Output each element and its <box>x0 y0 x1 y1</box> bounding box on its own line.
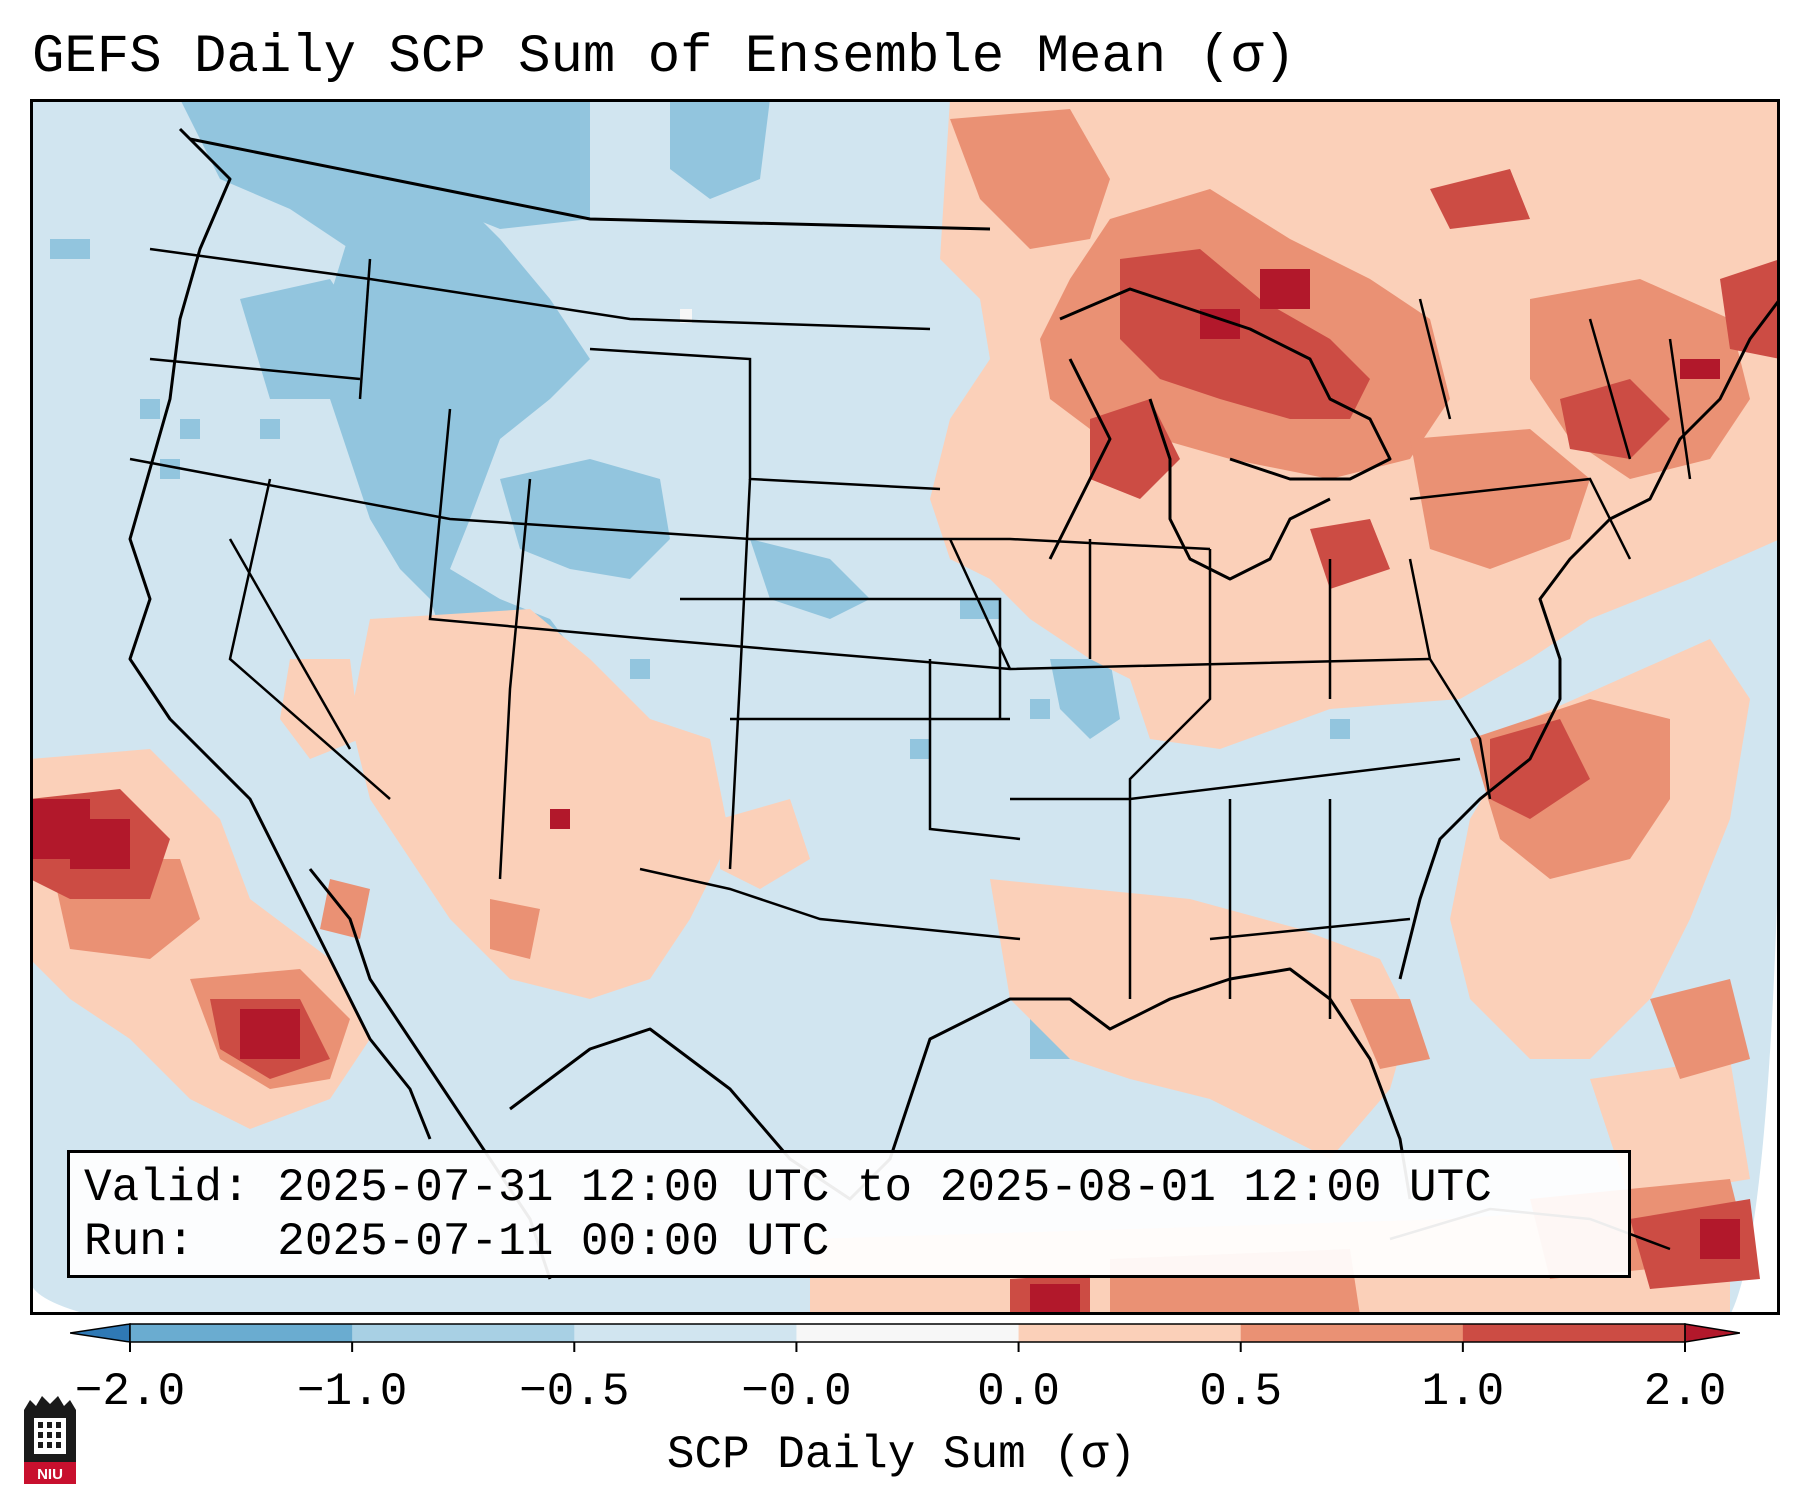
colorbar-segment <box>1462 1324 1686 1342</box>
colorbar-frame <box>129 1323 1686 1343</box>
map-panel <box>30 99 1780 1315</box>
logo-text: NIU <box>37 1466 63 1483</box>
valid-time-range: 2025-07-31 12:00 UTC to 2025-08-01 12:00… <box>277 1162 1492 1214</box>
negative-anomaly-region <box>180 99 1120 739</box>
valid-label: Valid: <box>84 1162 250 1214</box>
valid-run-info-box: Valid: 2025-07-31 12:00 UTC to 2025-08-0… <box>67 1150 1631 1278</box>
state-borders <box>129 247 1692 1019</box>
colorbar-tick-label: 0.0 <box>977 1366 1060 1418</box>
coastlines <box>128 127 1780 1280</box>
colorbar-tick-label: −0.0 <box>741 1366 851 1418</box>
run-time: 2025-07-11 00:00 UTC <box>277 1216 830 1268</box>
colorbar-segment <box>1018 1324 1242 1342</box>
colorbar-segment <box>1240 1324 1464 1342</box>
neutral-pixel <box>680 309 692 323</box>
colorbar-segment <box>130 1324 353 1342</box>
colorbar-segment <box>796 1324 1020 1342</box>
colorbar-tick-label: 2.0 <box>1644 1366 1727 1418</box>
chart-title: GEFS Daily SCP Sum of Ensemble Mean (σ) <box>32 27 1296 88</box>
colorbar-extend-max <box>1684 1323 1740 1343</box>
colorbar-label: SCP Daily Sum (σ) <box>666 1429 1137 1481</box>
colorbar: −2.0 −1.0 −0.5 −0.0 0.0 0.5 1.0 2.0 <box>70 1323 1740 1418</box>
map-frame <box>30 99 1780 1315</box>
colorbar-segment <box>574 1324 797 1342</box>
run-label: Run: <box>84 1216 195 1268</box>
colorbar-extend-min <box>70 1323 131 1343</box>
colorbar-segment <box>352 1324 575 1342</box>
niu-university-logo-icon: NIU <box>24 1396 76 1484</box>
us-canada-border <box>189 137 991 231</box>
colorbar-tick-label: −0.5 <box>519 1366 629 1418</box>
positive-anomaly-deep <box>30 269 1740 1315</box>
scp-map <box>30 99 1780 1315</box>
colorbar-tick-label: −1.0 <box>297 1366 407 1418</box>
colorbar-tick-label: 1.0 <box>1421 1366 1504 1418</box>
colorbar-tick-label: −2.0 <box>75 1366 185 1418</box>
colorbar-tick-label: 0.5 <box>1199 1366 1282 1418</box>
